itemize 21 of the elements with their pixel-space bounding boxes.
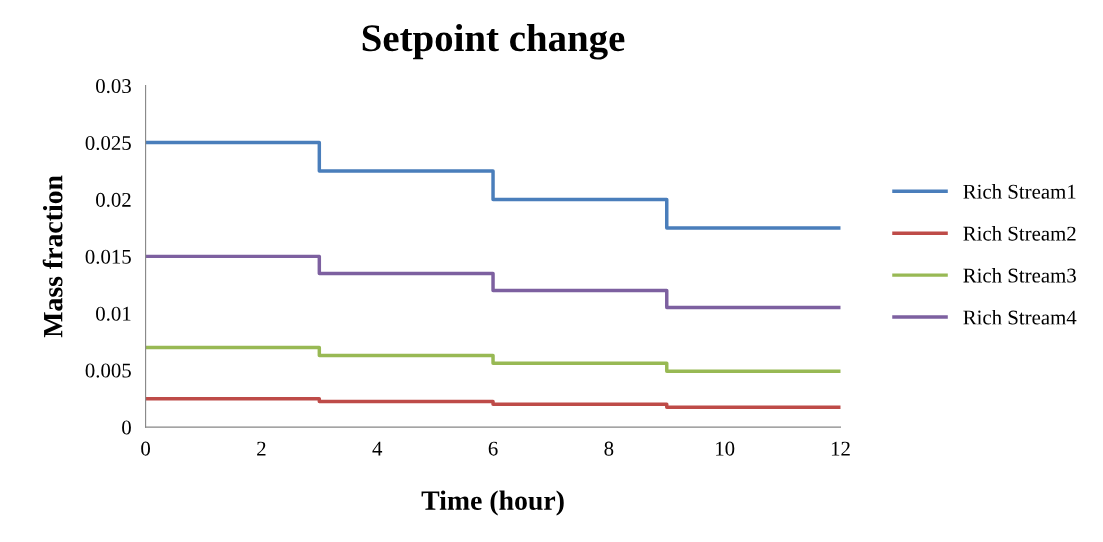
x-tick-label: 8	[604, 441, 614, 456]
y-tick-label: 0.01	[96, 306, 131, 321]
x-tick-label: 0	[141, 441, 151, 456]
legend-label: Rich Stream3	[963, 267, 1076, 283]
legend-label: Rich Stream2	[963, 226, 1076, 241]
y-tick-label: 0.025	[85, 135, 131, 151]
y-tick-label: 0.005	[85, 363, 131, 378]
y-tick-label: 0	[122, 420, 131, 435]
x-axis-title: Time (hour)	[421, 490, 564, 516]
x-tick-label: 10	[716, 441, 735, 456]
y-tick-label: 0.03	[96, 79, 131, 94]
chart-title: Setpoint change	[362, 23, 625, 60]
x-tick-label: 6	[488, 441, 498, 456]
x-tick-label: 2	[257, 441, 266, 456]
x-tick-label: 12	[831, 441, 850, 456]
x-tick-label: 4	[372, 441, 383, 456]
y-tick-label: 0.02	[96, 192, 131, 207]
y-tick-label: 0.015	[85, 249, 131, 264]
legend-label: Rich Stream1	[963, 184, 1076, 199]
legend-label: Rich Stream4	[963, 309, 1077, 325]
y-axis-title: Mass fraction	[42, 175, 63, 338]
